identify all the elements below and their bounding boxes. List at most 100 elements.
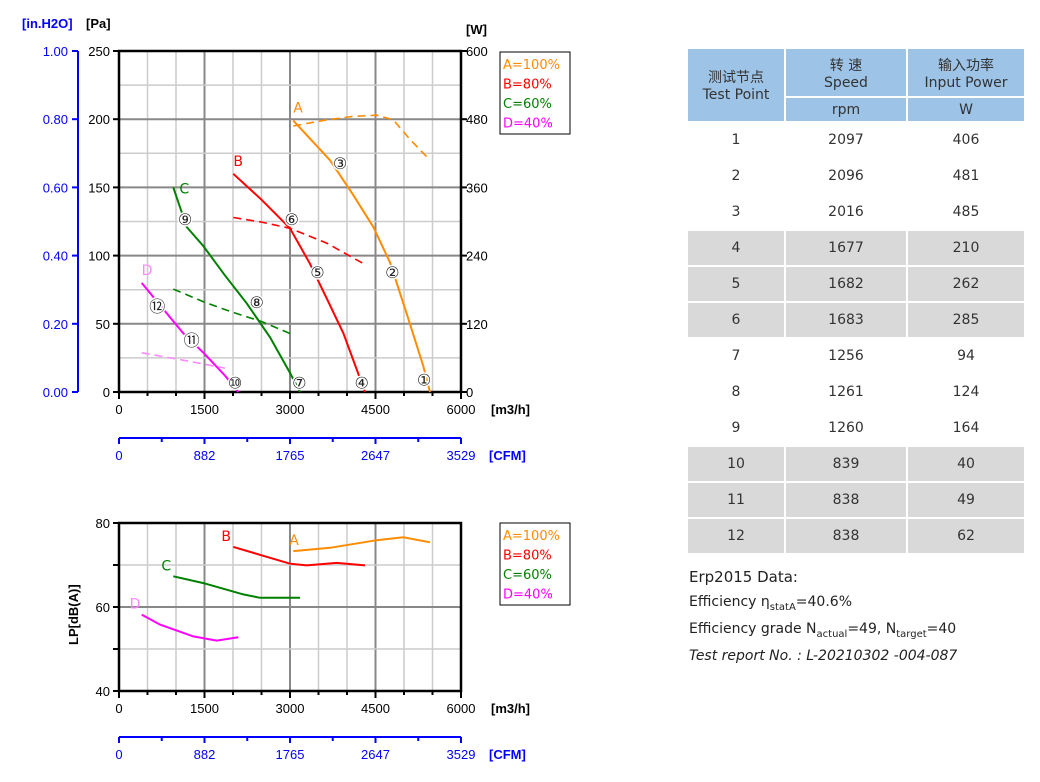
pressure-tick-label: 150	[88, 180, 110, 195]
header-speed: 转 速 Speed	[786, 49, 908, 99]
speed: 2096	[786, 159, 908, 195]
x-tick-label: 6000	[447, 701, 476, 716]
speed: 838	[786, 519, 908, 555]
input-power: 49	[908, 483, 1024, 519]
test-point: 10	[688, 447, 786, 483]
cfm-tick-label: 2647	[361, 448, 390, 463]
erp-title: Erp2015 Data:	[689, 568, 798, 586]
table-row: 1 2097 406	[688, 123, 1024, 159]
test-point-marker: ⑥	[285, 210, 299, 229]
power-tick-label: 600	[466, 44, 488, 59]
x-tick-label: 6000	[447, 402, 476, 417]
legend-item-D: D=40%	[503, 588, 553, 603]
table-row: 5 1682 262	[688, 267, 1024, 303]
inh2o-tick-label: 0.60	[43, 180, 68, 195]
speed: 1261	[786, 375, 908, 411]
pressure-curve-D	[140, 282, 240, 393]
table-row: 8 1261 124	[688, 375, 1024, 411]
cfm-axis-label: [CFM]	[489, 747, 526, 762]
test-point: 9	[688, 411, 786, 447]
cfm-tick-label: 0	[115, 448, 122, 463]
input-power: 164	[908, 411, 1024, 447]
pressure-curve-A	[292, 119, 431, 393]
x-tick-label: 1500	[190, 402, 219, 417]
power-curve-B	[233, 216, 364, 265]
legend-item-B: B=80%	[503, 78, 552, 93]
test-point: 5	[688, 267, 786, 303]
noise-curve-D	[141, 613, 239, 642]
speed: 1260	[786, 411, 908, 447]
test-report-number: Test report No. : L-20210302 -004-087	[689, 647, 958, 664]
power-curve-C	[172, 288, 291, 335]
pressure-tick-label: 50	[96, 317, 110, 332]
input-power: 285	[908, 303, 1024, 339]
x-tick-label: 3000	[276, 402, 305, 417]
test-point: 11	[688, 483, 786, 519]
test-point: 7	[688, 339, 786, 375]
inh2o-tick-label: 0.40	[43, 249, 68, 264]
x-tick-label: 3000	[276, 701, 305, 716]
table-row: 4 1677 210	[688, 231, 1024, 267]
legend-item-D: D=40%	[503, 117, 553, 132]
input-power: 124	[908, 375, 1024, 411]
test-point: 8	[688, 375, 786, 411]
test-point-marker: ⑫	[149, 297, 165, 316]
test-point: 6	[688, 303, 786, 339]
test-point-table: 测试节点 Test Point 转 速 Speed 输入功率 Input Power …	[688, 49, 1024, 555]
table-row: 9 1260 164	[688, 411, 1024, 447]
test-point-marker: ④	[355, 373, 369, 392]
x-tick-label: 1500	[190, 701, 219, 716]
power-axis-label: [W]	[466, 22, 487, 37]
power-curve-A	[293, 114, 431, 161]
noise-axis-label: LP[dB(A)]	[66, 584, 81, 645]
table-row: 11 838 49	[688, 483, 1024, 519]
test-point-marker: ⑤	[310, 263, 324, 282]
noise-label-C: C	[161, 558, 171, 574]
input-power: 210	[908, 231, 1024, 267]
legend-item-A: A=100%	[503, 529, 560, 544]
input-power: 262	[908, 267, 1024, 303]
test-point: 1	[688, 123, 786, 159]
table-row: 6 1683 285	[688, 303, 1024, 339]
speed: 2016	[786, 195, 908, 231]
test-point-marker: ①	[417, 371, 431, 390]
cfm-tick-label: 1765	[276, 448, 305, 463]
x-axis-label: [m3/h]	[491, 701, 530, 716]
erp-data: Erp2015 Data: Efficiency ηstatA=40.6% Ef…	[689, 568, 957, 672]
header-power: 输入功率 Input Power	[908, 49, 1024, 99]
legend-item-C: C=60%	[503, 568, 552, 583]
cfm-tick-label: 1765	[276, 747, 305, 762]
pressure-curve-B	[232, 173, 366, 393]
unit-w: W	[908, 98, 1024, 123]
speed: 838	[786, 483, 908, 519]
x-axis-label: [m3/h]	[491, 402, 530, 417]
curve-label-A: A	[293, 101, 303, 117]
cfm-tick-label: 882	[194, 747, 216, 762]
pressure-tick-label: 200	[88, 112, 110, 127]
table-row: 10 839 40	[688, 447, 1024, 483]
efficiency-grade: Efficiency grade Nactual=49, Ntarget=40	[689, 620, 957, 640]
inh2o-axis-label: [in.H2O]	[22, 16, 73, 31]
input-power: 62	[908, 519, 1024, 555]
input-power: 94	[908, 339, 1024, 375]
unit-rpm: rpm	[786, 98, 908, 123]
speed: 1683	[786, 303, 908, 339]
inh2o-tick-label: 1.00	[43, 44, 68, 59]
speed: 1682	[786, 267, 908, 303]
pressure-axis-label: [Pa]	[86, 16, 111, 31]
noise-curve-C	[173, 575, 300, 599]
pressure-curve-C	[172, 187, 301, 393]
curve-label-B: B	[233, 154, 243, 170]
input-power: 40	[908, 447, 1024, 483]
cfm-tick-label: 3529	[447, 747, 476, 762]
power-tick-label: 0	[466, 385, 473, 400]
pressure-tick-label: 100	[88, 249, 110, 264]
legend-box	[499, 51, 571, 135]
test-point-marker: ⑩	[228, 373, 242, 392]
test-point: 4	[688, 231, 786, 267]
test-point: 12	[688, 519, 786, 555]
curve-label-D: D	[142, 263, 153, 279]
inh2o-tick-label: 0.20	[43, 317, 68, 332]
test-point-marker: ②	[385, 263, 399, 282]
